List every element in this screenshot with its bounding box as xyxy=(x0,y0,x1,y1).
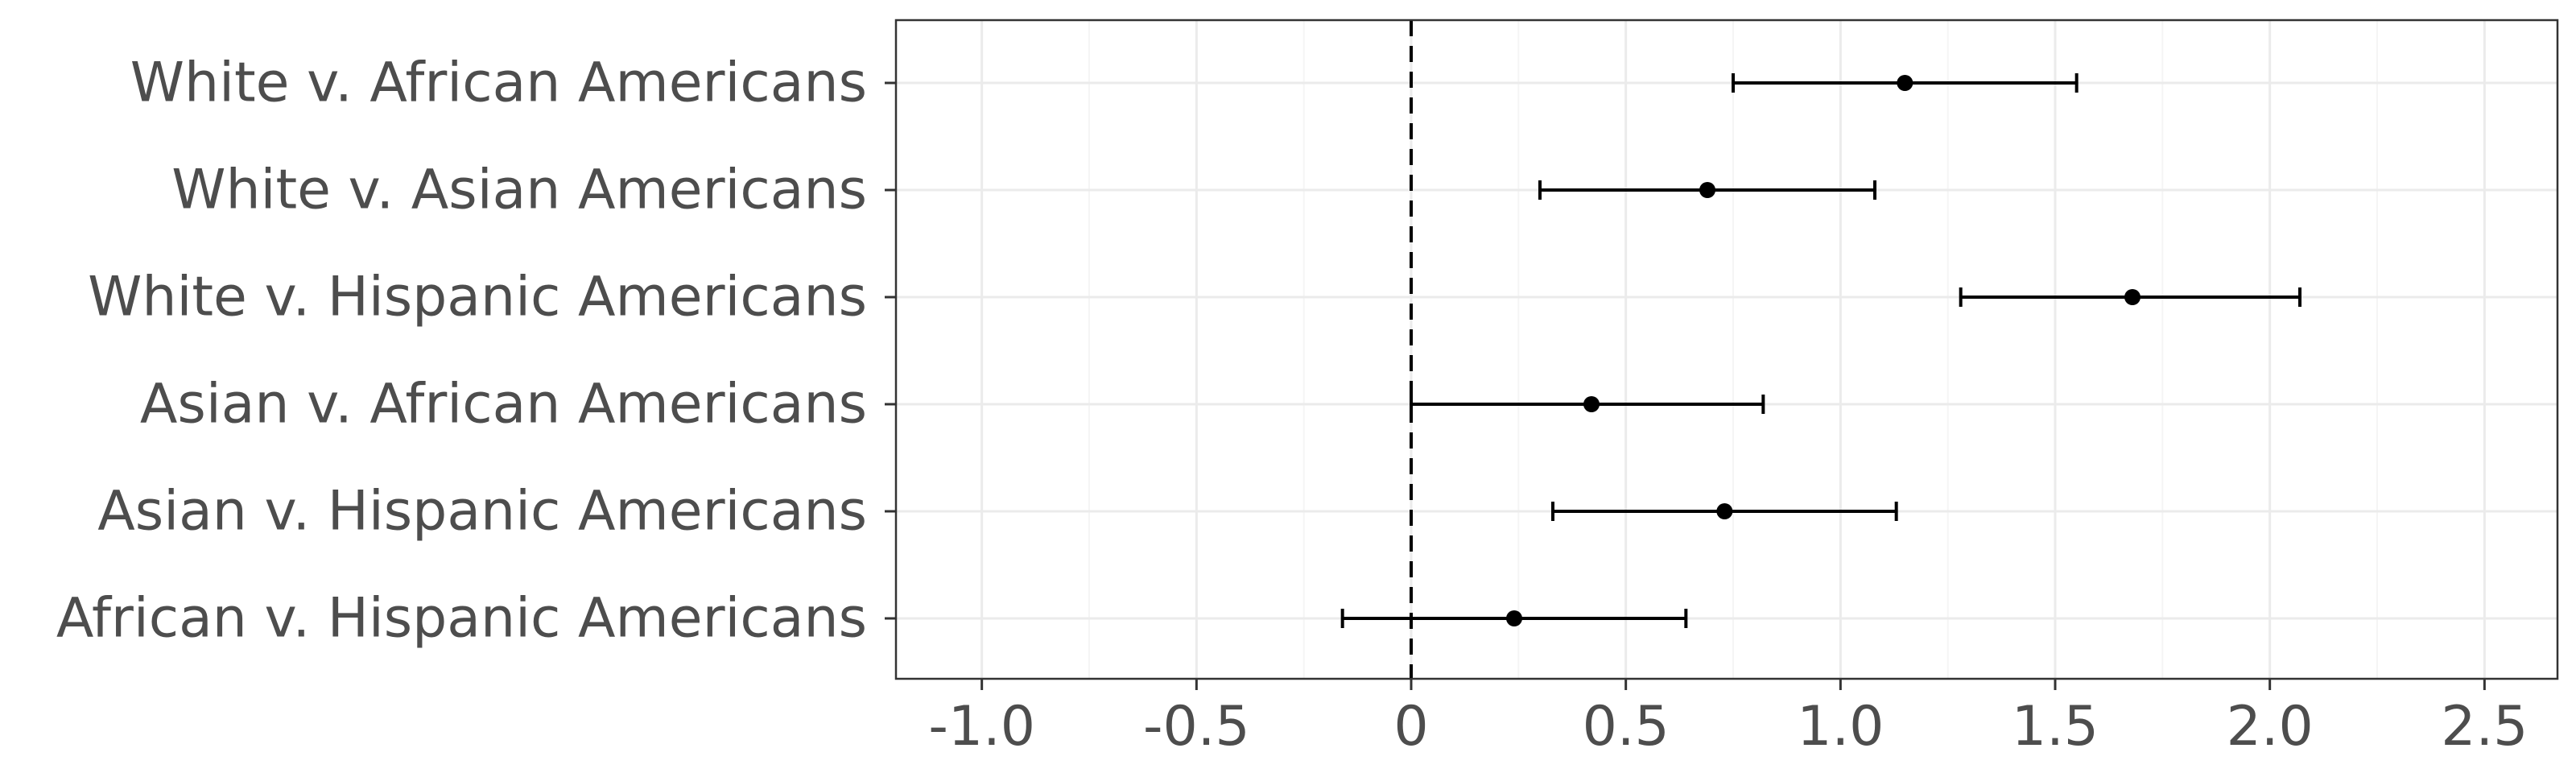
x-tick-label: -1.0 xyxy=(928,695,1035,759)
data-point xyxy=(1506,610,1522,626)
category-label: White v. Asian Americans xyxy=(171,159,867,222)
data-point xyxy=(1699,182,1715,198)
x-axis: -1.0 -0.5 0 0.5 1.0 1.5 2.0 2.5 xyxy=(928,679,2528,759)
data-point xyxy=(2124,289,2140,305)
category-label: White v. Hispanic Americans xyxy=(88,266,867,329)
grid xyxy=(896,20,2557,679)
x-tick-label: 0.5 xyxy=(1583,695,1670,759)
x-tick-label: 2.5 xyxy=(2441,695,2528,759)
category-label: White v. African Americans xyxy=(130,52,867,115)
x-tick-label: 1.5 xyxy=(2012,695,2099,759)
data-point xyxy=(1583,396,1600,412)
category-label: Asian v. African Americans xyxy=(140,373,867,436)
panel-border xyxy=(894,19,2559,680)
x-tick-label: 1.0 xyxy=(1797,695,1884,759)
errorbar-group xyxy=(1340,73,2301,628)
y-axis: White v. African Americans White v. Asian… xyxy=(56,52,896,651)
point-group xyxy=(1506,75,2140,626)
data-point xyxy=(1716,503,1733,519)
data-point xyxy=(1897,75,1913,91)
x-tick-label: 2.0 xyxy=(2227,695,2314,759)
x-tick-label: 0 xyxy=(1393,695,1428,759)
category-label: African v. Hispanic Americans xyxy=(56,587,867,651)
category-label: Asian v. Hispanic Americans xyxy=(97,480,867,544)
x-tick-label: -0.5 xyxy=(1143,695,1250,759)
